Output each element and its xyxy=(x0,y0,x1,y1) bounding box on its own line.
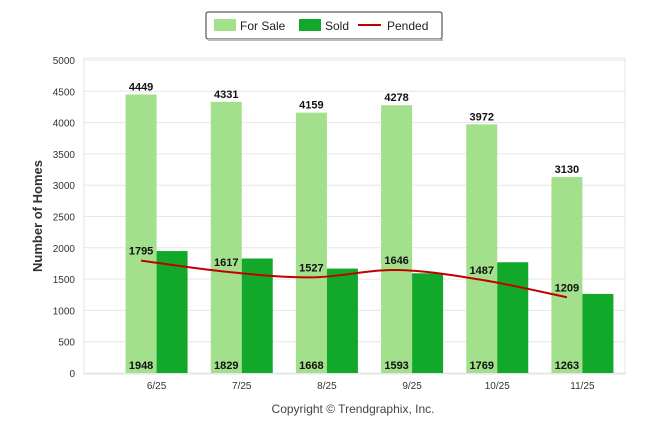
data-label-sold: 1769 xyxy=(470,360,494,372)
bar-for-sale[interactable] xyxy=(125,94,157,373)
legend-label-sold: Sold xyxy=(325,19,349,33)
legend-label-for-sale: For Sale xyxy=(240,19,286,33)
y-tick-label: 4000 xyxy=(53,119,76,130)
data-label-sold: 1668 xyxy=(299,360,323,372)
bar-for-sale[interactable] xyxy=(210,101,242,374)
y-tick-label: 0 xyxy=(69,369,75,380)
legend-item-pended[interactable]: Pended xyxy=(358,19,428,33)
x-tick-label: 10/25 xyxy=(485,381,510,392)
y-tick-label: 3500 xyxy=(53,150,76,161)
copyright-footer: Copyright © Trendgraphix, Inc. xyxy=(272,402,435,416)
data-label-pended: 1527 xyxy=(299,262,323,274)
data-label-pended: 1795 xyxy=(129,246,153,258)
data-labels: 4449 1948 4331 1829 4159 1668 4278 1593 3972 1769… xyxy=(129,81,579,372)
data-label-sold: 1829 xyxy=(214,360,238,372)
y-tick-label: 1000 xyxy=(53,306,76,317)
data-label-for-sale: 4331 xyxy=(214,89,238,101)
pended-line-group xyxy=(140,259,568,299)
bar-for-sale[interactable] xyxy=(381,105,413,373)
data-label-for-sale: 4278 xyxy=(384,92,408,104)
x-tick-label: 9/25 xyxy=(402,381,422,392)
x-tick-label: 6/25 xyxy=(147,381,167,392)
bar-sold[interactable] xyxy=(241,258,273,373)
x-tick-label: 8/25 xyxy=(317,381,337,392)
legend-item-for-sale[interactable]: For Sale xyxy=(214,19,286,33)
y-tick-label: 3000 xyxy=(53,181,76,192)
bar-sold[interactable] xyxy=(156,251,188,373)
bar-for-sale[interactable] xyxy=(466,124,498,373)
y-tick-labels: 0 500 1000 1500 2000 2500 3000 3500 4000 4500 5000 xyxy=(53,56,76,380)
data-label-pended: 1487 xyxy=(470,265,494,277)
bar-for-sale[interactable] xyxy=(551,177,583,373)
legend-item-sold[interactable]: Sold xyxy=(299,19,349,33)
pended-line[interactable] xyxy=(140,259,568,299)
x-tick-label: 7/25 xyxy=(232,381,252,392)
y-axis-title: Number of Homes xyxy=(30,160,45,272)
y-tick-label: 1500 xyxy=(53,275,76,286)
x-tick-label: 11/25 xyxy=(570,381,595,392)
legend-label-pended: Pended xyxy=(387,19,428,33)
legend-swatch-sold xyxy=(299,19,321,31)
y-tick-label: 4500 xyxy=(53,87,76,98)
bar-for-sale[interactable] xyxy=(295,112,327,373)
legend-swatch-for-sale xyxy=(214,19,236,31)
bar-sold[interactable] xyxy=(497,262,529,373)
data-label-for-sale: 3972 xyxy=(470,111,494,123)
data-label-pended: 1617 xyxy=(214,257,238,269)
data-label-for-sale: 4159 xyxy=(299,100,323,112)
data-label-for-sale: 4449 xyxy=(129,81,153,93)
data-label-sold: 1593 xyxy=(384,360,408,372)
bar-sold[interactable] xyxy=(412,273,444,373)
bars xyxy=(125,94,614,374)
x-tick-labels: 6/25 7/25 8/25 9/25 10/25 11/25 xyxy=(147,381,595,392)
bar-sold[interactable] xyxy=(326,268,358,373)
data-label-pended: 1646 xyxy=(384,255,408,267)
data-label-sold: 1263 xyxy=(555,360,579,372)
data-label-pended: 1209 xyxy=(555,282,579,294)
y-tick-label: 2500 xyxy=(53,213,76,224)
legend: For Sale Sold Pended xyxy=(205,11,443,41)
y-tick-label: 5000 xyxy=(53,56,76,67)
data-label-for-sale: 3130 xyxy=(555,164,579,176)
bar-sold[interactable] xyxy=(582,293,614,373)
data-label-sold: 1948 xyxy=(129,360,153,372)
y-tick-label: 2000 xyxy=(53,244,76,255)
y-tick-label: 500 xyxy=(58,338,75,349)
